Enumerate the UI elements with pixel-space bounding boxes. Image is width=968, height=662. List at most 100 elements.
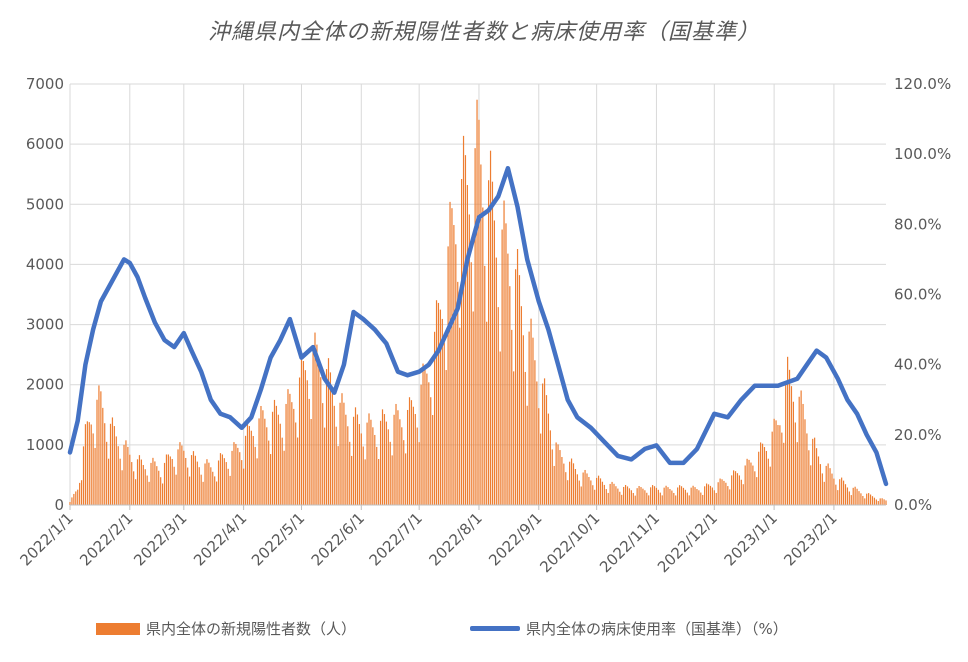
bar: [82, 446, 85, 505]
bar: [167, 454, 169, 505]
bar: [335, 426, 337, 505]
bar: [752, 465, 754, 505]
bar: [825, 465, 827, 505]
bar: [131, 462, 133, 505]
y-left-tick-label: 2000: [26, 376, 64, 394]
bar: [663, 487, 665, 505]
bar: [574, 469, 577, 505]
bar: [476, 99, 478, 505]
bar: [578, 480, 580, 505]
bar: [399, 419, 401, 505]
bar: [204, 463, 206, 505]
bar: [858, 491, 860, 505]
bar: [690, 487, 692, 505]
bar: [619, 491, 621, 505]
bar: [885, 500, 887, 505]
legend-item-bars[interactable]: 県内全体の新規陽性者数（人）: [96, 618, 356, 639]
bar: [310, 418, 312, 505]
bar: [109, 423, 112, 505]
bar: [821, 473, 823, 505]
bar: [219, 453, 222, 505]
bar: [605, 489, 607, 505]
bar: [511, 329, 513, 505]
bar: [561, 457, 563, 505]
bar: [314, 332, 316, 505]
bar: [181, 445, 183, 505]
bar: [781, 432, 783, 505]
bar: [497, 307, 499, 505]
bar: [461, 179, 463, 506]
bar: [540, 433, 542, 505]
bar: [854, 486, 856, 505]
bar: [90, 424, 92, 505]
line-path: [67, 165, 889, 487]
bar: [696, 489, 698, 505]
bar: [601, 481, 604, 505]
x-tick-label: 2022/6/1: [308, 509, 368, 569]
bar: [136, 459, 139, 505]
bar: [389, 441, 391, 505]
bar: [287, 389, 289, 505]
bar: [433, 331, 436, 505]
bar: [244, 435, 247, 505]
x-tick-label: 2022/12/1: [654, 509, 721, 576]
bar: [227, 468, 229, 505]
bar: [337, 446, 339, 505]
bar: [866, 493, 868, 505]
bar: [507, 253, 509, 505]
bar: [426, 373, 428, 505]
bar: [621, 494, 623, 505]
bar: [183, 450, 185, 505]
bar: [615, 486, 617, 505]
bar: [281, 437, 283, 505]
bar: [325, 369, 328, 505]
bar: [470, 262, 472, 505]
bar: [435, 300, 438, 505]
bar: [144, 469, 146, 505]
bar: [480, 164, 482, 506]
bar: [77, 489, 79, 505]
bar-series: [69, 99, 887, 506]
bar: [370, 419, 372, 505]
bar: [239, 452, 241, 505]
bar: [711, 487, 713, 505]
bar: [515, 269, 517, 505]
bar: [189, 476, 191, 505]
bar: [229, 475, 231, 505]
bar: [841, 477, 843, 505]
bar: [372, 427, 374, 505]
bar: [393, 414, 395, 505]
bar: [115, 436, 117, 505]
y-left-tick-label: 4000: [26, 255, 64, 273]
bar: [675, 495, 677, 505]
bar: [530, 318, 532, 505]
bar: [810, 465, 812, 505]
bar: [532, 337, 534, 505]
bar: [644, 490, 646, 505]
bar: [569, 461, 571, 505]
bar: [441, 318, 443, 505]
line-series: [67, 165, 889, 487]
bar: [792, 401, 795, 505]
bar: [403, 440, 405, 505]
bar: [765, 450, 767, 505]
bar: [266, 427, 268, 505]
legend-item-line[interactable]: 県内全体の病床使用率（国基準）（%）: [470, 618, 788, 639]
bar: [127, 446, 129, 505]
bar: [256, 458, 258, 505]
bar: [366, 422, 368, 505]
bar: [154, 461, 156, 505]
bar: [397, 410, 399, 505]
bar: [368, 413, 370, 505]
bar: [590, 480, 592, 505]
bar: [555, 442, 557, 505]
bar: [823, 481, 825, 505]
bar: [862, 495, 864, 505]
bar: [69, 501, 71, 505]
y-right-tick-label: 40.0%: [894, 356, 942, 374]
bar: [488, 180, 490, 505]
bar: [106, 441, 108, 505]
bar: [669, 489, 671, 505]
x-tick-label: 2023/1/1: [721, 509, 781, 569]
bar: [871, 496, 874, 505]
